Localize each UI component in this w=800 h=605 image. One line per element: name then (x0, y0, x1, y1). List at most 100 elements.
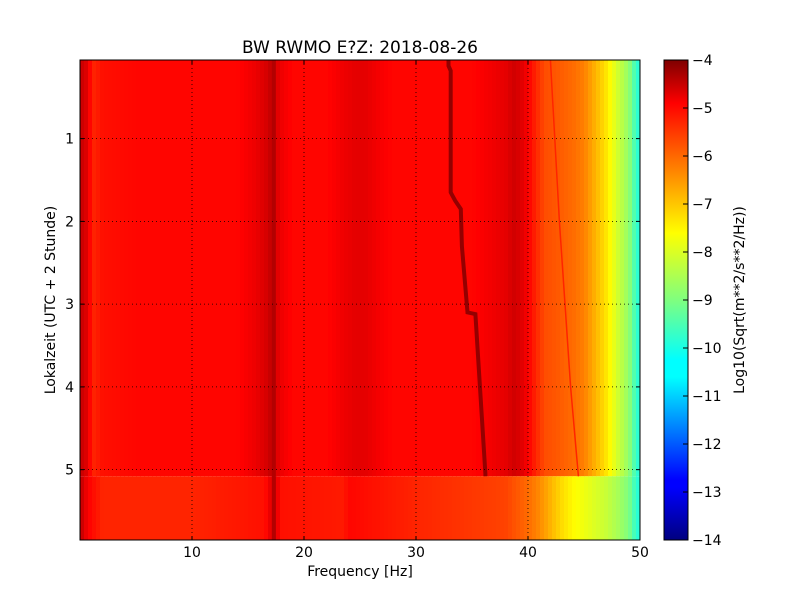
heatmap-cell-late (164, 476, 169, 540)
heatmap-cell-late (524, 476, 529, 540)
heatmap-cell-early (112, 60, 117, 477)
heatmap-cell-early (432, 60, 437, 477)
heatmap-cell-late (288, 476, 293, 540)
heatmap-cell-late (140, 476, 145, 540)
heatmap-cell-late (116, 476, 121, 540)
colorbar-tick-label: −9 (692, 293, 713, 309)
heatmap-cell-early (96, 60, 101, 477)
heatmap-cell-late (236, 476, 241, 540)
heatmap-cell-late (300, 476, 305, 540)
heatmap-cell-late (564, 476, 569, 540)
heatmap-cell-early (384, 60, 389, 477)
heatmap-cell-early (252, 60, 257, 477)
heatmap-cell-late (604, 476, 609, 540)
heatmap-cell-early (116, 60, 121, 477)
heatmap-cell-early (128, 60, 133, 477)
heatmap-cell-late (392, 476, 397, 540)
colorbar-tick-label: −7 (692, 197, 713, 213)
heatmap-cell-early (180, 60, 185, 477)
heatmap-cell-early (368, 60, 373, 477)
heatmap-cell-late (556, 476, 561, 540)
heatmap-cell-early (204, 60, 209, 477)
plot-frame (79, 59, 641, 541)
heatmap-cell-late (496, 476, 501, 540)
heatmap-cell-late (620, 476, 625, 540)
heatmap-cell-early (436, 60, 441, 477)
x-axis-label: Frequency [Hz] (307, 564, 413, 580)
heatmap-cell-late (292, 476, 297, 540)
heatmap-cell-early (288, 60, 293, 477)
heatmap-cell-early (588, 60, 593, 477)
heatmap-cell-late (196, 476, 201, 540)
heatmap-cell-late (212, 476, 217, 540)
heatmap-cell-late (464, 476, 469, 540)
heatmap-cell-late (120, 476, 125, 540)
heatmap-cell-early (308, 60, 313, 477)
heatmap-cell-early (240, 60, 245, 477)
colorbar-tick-label: −10 (692, 341, 722, 357)
heatmap-cell-late (368, 476, 373, 540)
heatmap-cell-late (528, 476, 533, 540)
heatmap-cell-early (168, 60, 173, 477)
heatmap-cell-late (444, 476, 449, 540)
heatmap-cell-late (412, 476, 417, 540)
heatmap-cell-late (388, 476, 393, 540)
heatmap-cell-early (516, 60, 521, 477)
heatmap-cell-late (204, 476, 209, 540)
heatmap-cell-late (592, 476, 597, 540)
heatmap-cell-early (336, 60, 341, 477)
heatmap-cell-early (236, 60, 241, 477)
heatmap-cell-late (428, 476, 433, 540)
heatmap-cell-early (636, 60, 640, 477)
heatmap-cell-early (360, 60, 365, 477)
heatmap-cell-early (332, 60, 337, 477)
heatmap-cell-early (484, 60, 489, 477)
heatmap-cell-late (200, 476, 205, 540)
heatmap-cell-late (128, 476, 133, 540)
heatmap-cell-early (580, 60, 585, 477)
heatmap-cell-late (280, 476, 285, 540)
heatmap-cell-late (112, 476, 117, 540)
heatmap-cell-early (108, 60, 113, 477)
heatmap-cell-late (408, 476, 413, 540)
tonal-line-2 (446, 60, 488, 477)
heatmap-cell-late (232, 476, 237, 540)
heatmap-cell-late (448, 476, 453, 540)
heatmap-cell-early (548, 60, 553, 477)
heatmap-cell-early (456, 60, 461, 477)
x-axis: 10 20 30 40 50 (183, 60, 649, 561)
heatmap-cell-early (388, 60, 393, 477)
heatmap-cell-early (124, 60, 129, 477)
heatmap-cell-late (472, 476, 477, 540)
heatmap-cell-late (268, 476, 273, 540)
heatmap-cell-early (540, 60, 545, 477)
heatmap-cell-late (580, 476, 585, 540)
heatmap-cell-early (316, 60, 321, 477)
y-axis-label: Lokalzeit (UTC + 2 Stunde) (43, 206, 59, 395)
heatmap-cell-late (440, 476, 445, 540)
heatmap-cell-early (292, 60, 297, 477)
colorbar-tick-label: −13 (692, 485, 722, 501)
heatmap-cell-early (600, 60, 605, 477)
heatmap-cell-early (208, 60, 213, 477)
heatmap-cell-early (492, 60, 497, 477)
heatmap-cell-early (380, 60, 385, 477)
heatmap-cell-late (92, 476, 97, 540)
heatmap-cell-early (232, 60, 237, 477)
heatmap-cell-late (432, 476, 437, 540)
heatmap-cell-early (476, 60, 481, 477)
colorbar-tick-label: −5 (692, 101, 713, 117)
heatmap-cell-early (576, 60, 581, 477)
y-axis: 1 2 3 4 5 (65, 132, 640, 479)
heatmap-cell-late (152, 476, 157, 540)
heatmap-cell-late (264, 476, 269, 540)
heatmap-cell-late (536, 476, 541, 540)
heatmap-cell-late (216, 476, 221, 540)
heatmap-cell-early (260, 60, 265, 477)
heatmap-cell-late (600, 476, 605, 540)
heatmap-cell-early (148, 60, 153, 477)
heatmap-cell-early (300, 60, 305, 477)
heatmap-cell-early (344, 60, 349, 477)
heatmap-cell-late (616, 476, 621, 540)
heatmap-cell-late (224, 476, 229, 540)
